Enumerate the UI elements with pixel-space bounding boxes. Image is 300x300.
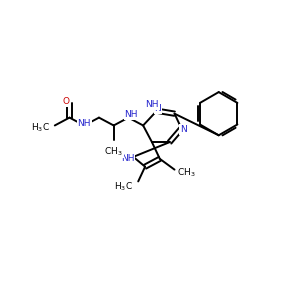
Text: O: O bbox=[62, 98, 69, 106]
Text: NH: NH bbox=[77, 119, 91, 128]
Text: NH: NH bbox=[145, 100, 159, 109]
Text: H$_3$C: H$_3$C bbox=[31, 121, 50, 134]
Text: H$_3$C: H$_3$C bbox=[114, 180, 133, 193]
Text: NH: NH bbox=[124, 110, 138, 119]
Text: NH: NH bbox=[121, 154, 134, 163]
Text: CH$_3$: CH$_3$ bbox=[104, 145, 123, 158]
Text: N: N bbox=[180, 125, 187, 134]
Text: CH$_3$: CH$_3$ bbox=[178, 166, 196, 179]
Text: N: N bbox=[154, 104, 161, 113]
